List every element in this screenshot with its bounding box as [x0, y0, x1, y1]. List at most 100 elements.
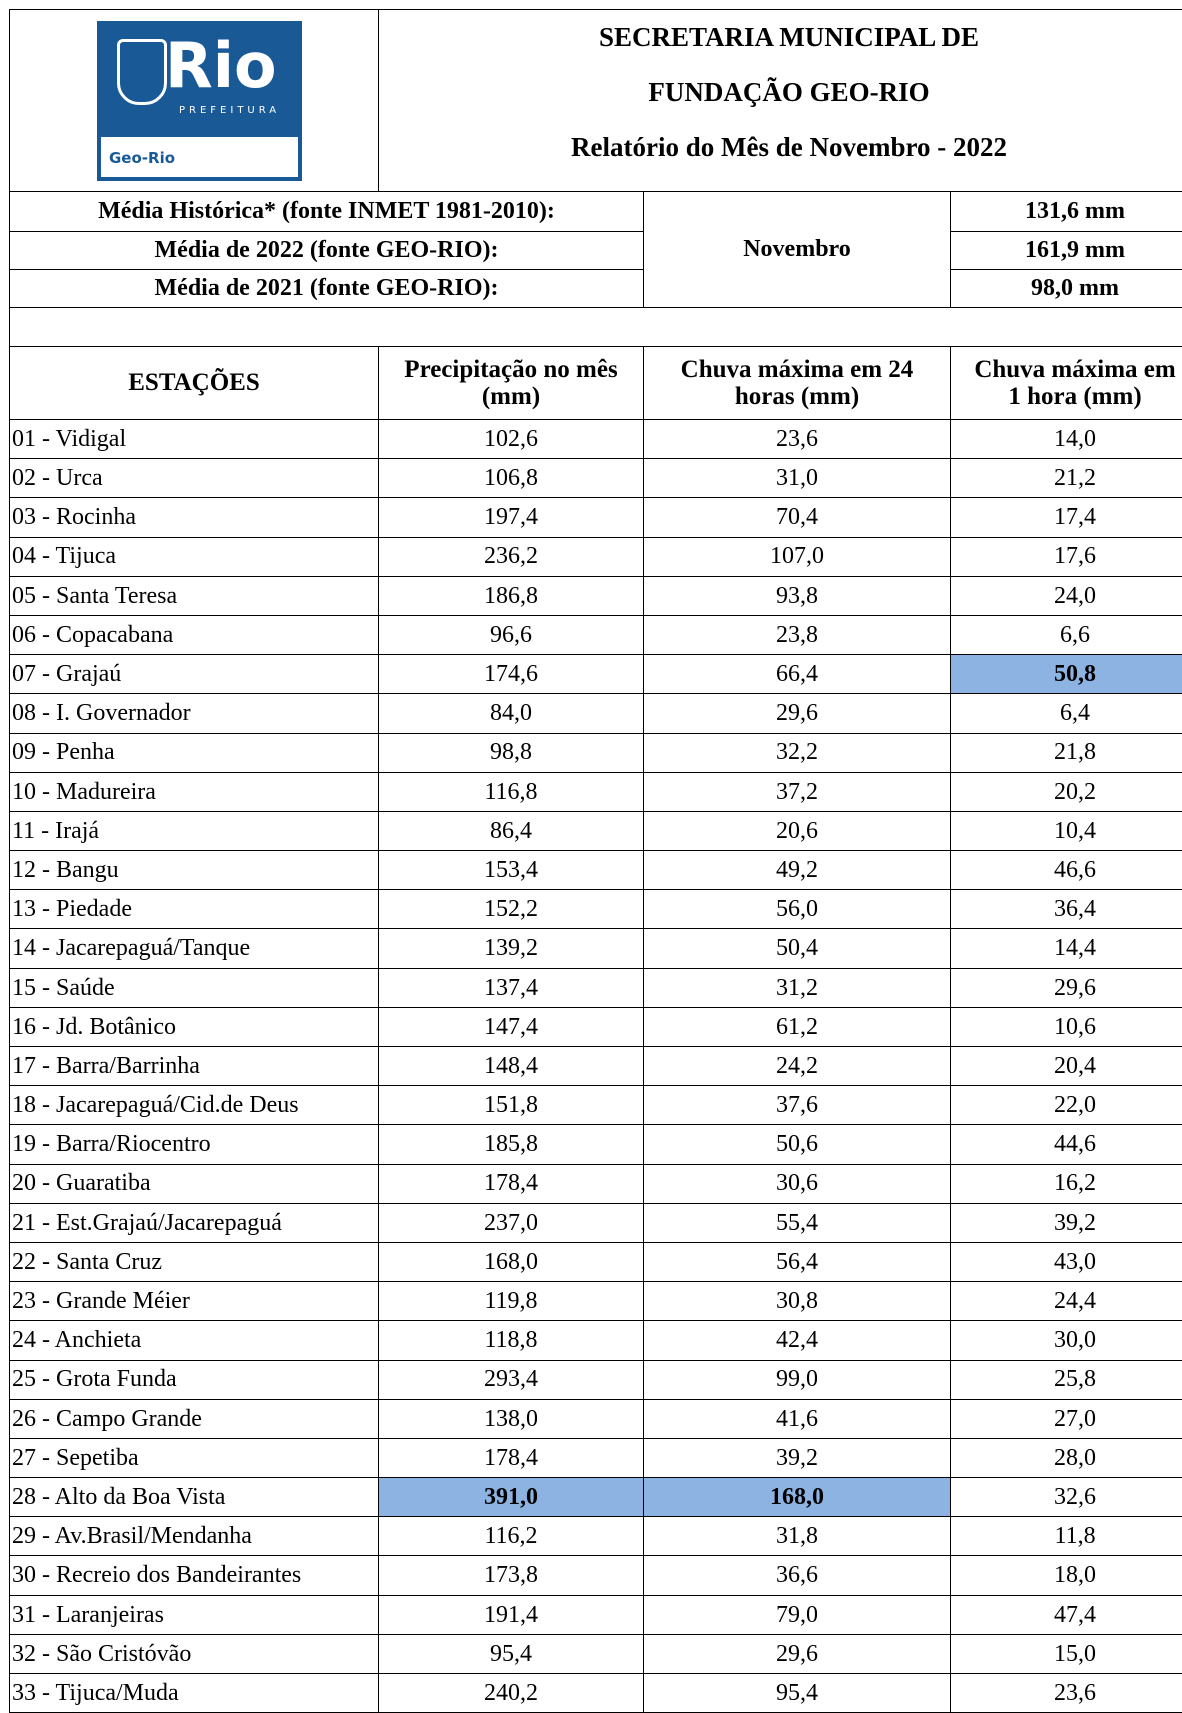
summary-month: Novembro [643, 191, 951, 308]
station-name: 08 - I. Governador [9, 693, 379, 734]
column-header-line: Precipitação no mês [404, 355, 618, 383]
station-row: 23 - Grande Méier 119,8 30,8 24,4 [9, 1281, 1182, 1322]
station-name: 15 - Saúde [9, 967, 379, 1008]
station-row: 08 - I. Governador 84,0 29,6 6,4 [9, 693, 1182, 734]
station-value: 50,6 [643, 1124, 951, 1165]
station-row: 15 - Saúde 137,4 31,2 29,6 [9, 967, 1182, 1008]
station-value: 32,6 [949, 1477, 1182, 1518]
column-header-line: 1 hora (mm) [1008, 383, 1142, 410]
station-name: 22 - Santa Cruz [9, 1241, 379, 1283]
station-name: 26 - Campo Grande [9, 1398, 379, 1439]
station-value: 178,4 [378, 1163, 644, 1204]
station-value: 168,0 [643, 1477, 951, 1518]
station-name: 06 - Copacabana [9, 614, 379, 656]
station-value: 20,4 [949, 1045, 1182, 1087]
station-value: 139,2 [378, 928, 644, 969]
header-row: Rio PREFEITURA Geo-Rio SECRETARIA MUNICI… [9, 9, 1182, 192]
station-row: 29 - Av.Brasil/Mendanha 116,2 31,8 11,8 [9, 1516, 1182, 1557]
blank-row [8, 307, 1182, 347]
station-value: 37,6 [643, 1085, 951, 1126]
station-row: 22 - Santa Cruz 168,0 56,4 43,0 [9, 1241, 1182, 1283]
station-value: 168,0 [378, 1241, 644, 1283]
column-header: ESTAÇÕES [9, 346, 379, 420]
station-row: 02 - Urca 106,8 31,0 21,2 [9, 458, 1182, 499]
station-name: 10 - Madureira [9, 771, 379, 812]
station-value: 29,6 [643, 693, 951, 734]
station-value: 70,4 [643, 497, 951, 538]
station-value: 30,6 [643, 1163, 951, 1204]
summary-row: Média Histórica* (fonte INMET 1981-2010)… [9, 191, 1182, 308]
blank-cell [8, 307, 1182, 347]
station-row: 32 - São Cristóvão 95,4 29,6 15,0 [9, 1633, 1182, 1675]
station-row: 11 - Irajá 86,4 20,6 10,4 [9, 810, 1182, 852]
station-row: 03 - Rocinha 197,4 70,4 17,4 [9, 497, 1182, 538]
station-name: 11 - Irajá [9, 810, 379, 852]
station-name: 02 - Urca [9, 458, 379, 499]
station-value: 236,2 [378, 536, 644, 577]
station-value: 27,0 [949, 1398, 1182, 1439]
station-value: 25,8 [949, 1359, 1182, 1400]
station-value: 15,0 [949, 1633, 1182, 1675]
station-value: 61,2 [643, 1006, 951, 1048]
station-value: 14,4 [949, 928, 1182, 969]
title-line: Relatório do Mês de Novembro - 2022 [571, 132, 1007, 162]
station-row: 18 - Jacarepaguá/Cid.de Deus 151,8 37,6 22,… [9, 1085, 1182, 1126]
station-row: 16 - Jd. Botânico 147,4 61,2 10,6 [9, 1006, 1182, 1048]
station-value: 30,8 [643, 1281, 951, 1322]
title-cell: SECRETARIA MUNICIPAL DE FUNDAÇÃO GEO-RIO R… [377, 9, 1182, 192]
logo-cell: Rio PREFEITURA Geo-Rio [9, 9, 379, 192]
station-value: 10,4 [949, 810, 1182, 852]
station-row: 07 - Grajaú 174,6 66,4 50,8 [9, 654, 1182, 695]
logo-crest [117, 38, 167, 105]
station-value: 79,0 [643, 1594, 951, 1635]
station-value: 96,6 [378, 614, 644, 656]
station-name: 14 - Jacarepaguá/Tanque [9, 928, 379, 969]
station-value: 21,2 [949, 458, 1182, 499]
station-value: 148,4 [378, 1045, 644, 1087]
station-value: 23,6 [949, 1672, 1182, 1713]
station-row: 17 - Barra/Barrinha 148,4 24,2 20,4 [9, 1045, 1182, 1087]
station-value: 147,4 [378, 1006, 644, 1048]
summary-label: Média de 2022 (fonte GEO-RIO): [9, 231, 644, 270]
station-value: 11,8 [949, 1516, 1182, 1557]
station-value: 293,4 [378, 1359, 644, 1400]
station-name: 07 - Grajaú [9, 654, 379, 695]
station-value: 24,0 [949, 575, 1182, 616]
station-value: 50,8 [949, 654, 1182, 695]
station-value: 118,8 [378, 1320, 644, 1361]
station-name: 23 - Grande Méier [9, 1281, 379, 1322]
station-value: 116,2 [378, 1516, 644, 1557]
column-header-line: Chuva máxima em 24 [680, 355, 914, 383]
summary-row: Média de 2022 (fonte GEO-RIO): 161,9 mm [9, 231, 1182, 270]
station-value: 152,2 [378, 889, 644, 930]
station-row: 28 - Alto da Boa Vista 391,0 168,0 32,6 [9, 1477, 1182, 1518]
station-name: 03 - Rocinha [9, 497, 379, 538]
station-name: 12 - Bangu [9, 850, 379, 891]
station-value: 31,2 [643, 967, 951, 1008]
station-row: 05 - Santa Teresa 186,8 93,8 24,0 [9, 575, 1182, 616]
station-value: 86,4 [378, 810, 644, 852]
station-row: 24 - Anchieta 118,8 42,4 30,0 [9, 1320, 1182, 1361]
station-value: 153,4 [378, 850, 644, 891]
column-header-row: ESTAÇÕES Precipitação no mês (mm) Chuva máx… [9, 346, 1182, 420]
station-value: 237,0 [378, 1202, 644, 1243]
station-value: 55,4 [643, 1202, 951, 1243]
summary-value: 161,9 mm [949, 231, 1182, 270]
station-row: 09 - Penha 98,8 32,2 21,8 [9, 732, 1182, 773]
station-name: 30 - Recreio dos Bandeirantes [9, 1555, 379, 1596]
station-value: 31,8 [643, 1516, 951, 1557]
station-value: 20,2 [949, 771, 1182, 812]
logo: Rio PREFEITURA Geo-Rio [97, 20, 302, 181]
station-row: 21 - Est.Grajaú/Jacarepaguá 237,0 55,4 39,2 [9, 1202, 1182, 1243]
station-value: 42,4 [643, 1320, 951, 1361]
station-value: 39,2 [643, 1437, 951, 1479]
station-name: 05 - Santa Teresa [9, 575, 379, 616]
station-row: 12 - Bangu 153,4 49,2 46,6 [9, 850, 1182, 891]
station-name: 18 - Jacarepaguá/Cid.de Deus [9, 1085, 379, 1126]
station-row: 19 - Barra/Riocentro 185,8 50,6 44,6 [9, 1124, 1182, 1165]
station-value: 240,2 [378, 1672, 644, 1713]
station-value: 178,4 [378, 1437, 644, 1479]
station-value: 66,4 [643, 654, 951, 695]
station-name: 32 - São Cristóvão [9, 1633, 379, 1675]
station-row: 06 - Copacabana 96,6 23,8 6,6 [9, 614, 1182, 656]
